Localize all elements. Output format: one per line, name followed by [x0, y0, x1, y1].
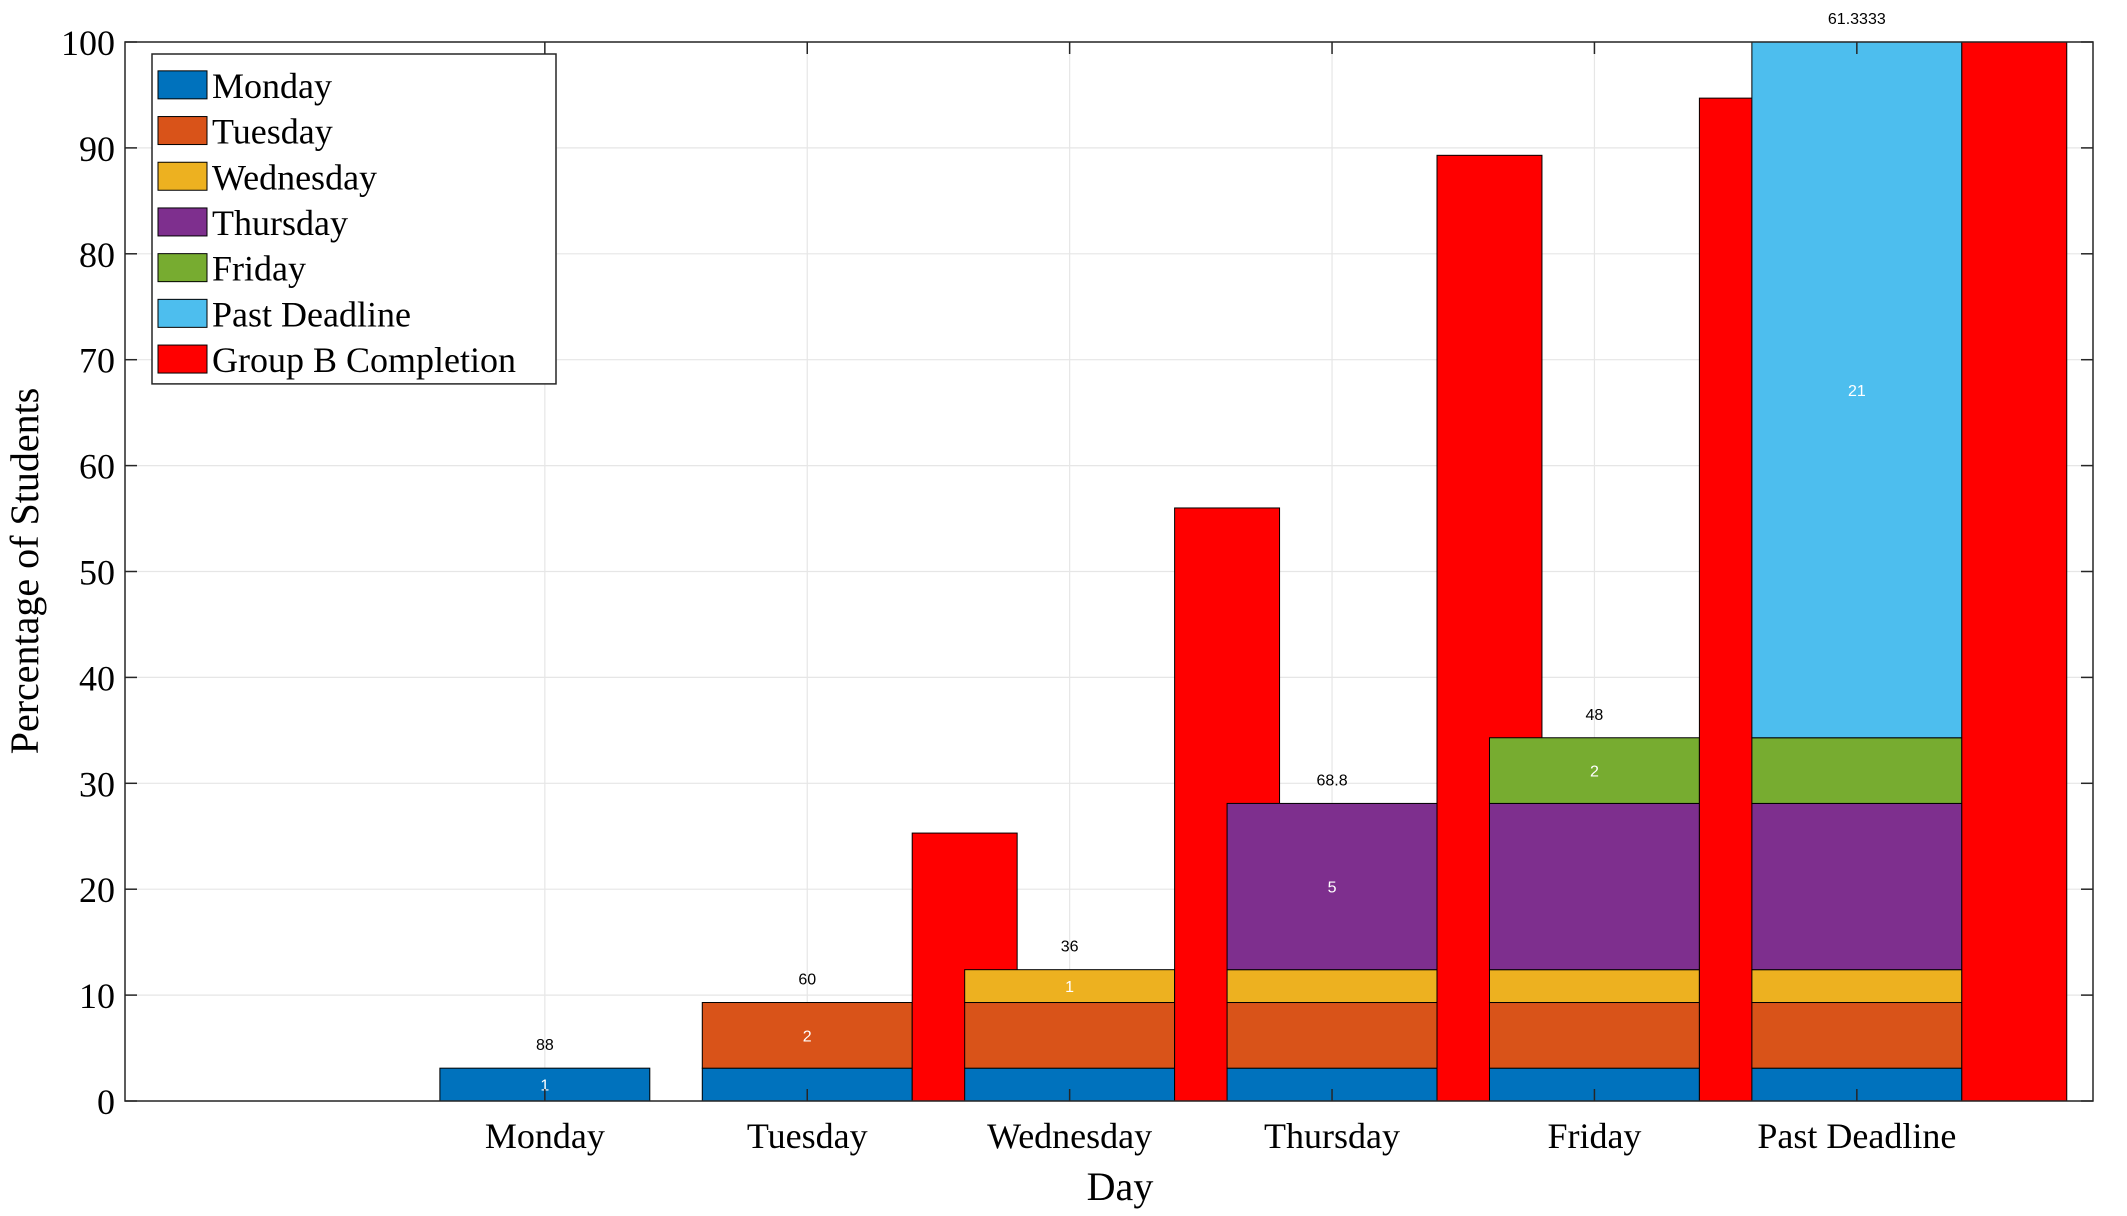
segment-count-label: 21	[1848, 383, 1866, 400]
bar-segment-friday	[1488, 737, 1700, 804]
legend: Monday Tuesday Wednesday Thursday Friday Past…	[151, 53, 557, 385]
bar-top-label: 68.8	[1316, 772, 1347, 789]
x-tick-label: Tuesday	[747, 1116, 868, 1156]
legend-entry-label: Friday	[212, 249, 306, 289]
x-axis-ticks: Monday Tuesday Wednesday Thursday Friday Past…	[485, 42, 1956, 1156]
bar-top-label: 48	[1586, 707, 1604, 724]
bar-top-label: 60	[798, 972, 816, 989]
bar-segment-tuesday	[701, 1002, 913, 1069]
legend-swatch	[157, 344, 208, 374]
x-tick-label: Friday	[1547, 1116, 1641, 1156]
y-tick-label: 0	[97, 1082, 115, 1122]
bar-segment-tuesday	[1226, 1002, 1438, 1069]
bar-segment-tuesday	[1488, 1002, 1700, 1069]
bar-top-label: 36	[1061, 939, 1079, 956]
y-tick-label: 30	[79, 764, 115, 804]
y-tick-label: 60	[79, 447, 115, 487]
x-tick-label: Past Deadline	[1757, 1116, 1956, 1156]
y-tick-label: 90	[79, 129, 115, 169]
legend-swatch	[157, 70, 208, 100]
y-tick-label: 80	[79, 235, 115, 275]
bar-segment-thursday	[1751, 802, 1963, 971]
x-tick-label: Wednesday	[987, 1116, 1152, 1156]
bar-segment-wednesday	[1226, 969, 1438, 1004]
y-axis-ticks: 0 10 20 30 40 50 60 70 80 90 100	[61, 23, 2093, 1122]
legend-box	[151, 53, 557, 385]
segment-count-label: 1	[1065, 979, 1074, 996]
x-axis-label: Day	[1087, 1164, 1154, 1209]
legend-swatch	[157, 161, 208, 191]
legend-entry-label: Wednesday	[212, 157, 377, 197]
x-tick-label: Monday	[485, 1116, 605, 1156]
legend-entry-label: Thursday	[212, 203, 348, 243]
legend-entry-label: Monday	[212, 66, 332, 106]
data-labels: 1 88 2 60 1 36 5 68.8 2 48 21 61.3333	[536, 11, 1886, 1095]
legend-entry-label: Past Deadline	[212, 294, 411, 334]
bar-segment-thursday	[1488, 802, 1700, 971]
y-tick-label: 10	[79, 976, 115, 1016]
bar-segment-wednesday	[1488, 969, 1700, 1004]
y-tick-label: 20	[79, 870, 115, 910]
bar-segment-tuesday	[964, 1002, 1176, 1069]
bar-segment-thursday	[1226, 802, 1438, 971]
segment-count-label: 2	[1590, 764, 1599, 781]
bar-top-label: 88	[536, 1037, 554, 1054]
y-tick-label: 50	[79, 553, 115, 593]
bar-segment-friday	[1751, 737, 1963, 804]
segment-count-label: 5	[1328, 880, 1337, 897]
bars	[439, 41, 2068, 1102]
legend-swatch	[157, 207, 208, 237]
legend-entry-label: Group B Completion	[212, 340, 516, 380]
legend-swatch	[157, 116, 208, 146]
bar-top-label: 61.3333	[1828, 11, 1886, 28]
group-b-completion-bar	[1961, 41, 2068, 1102]
segment-count-label: 1	[540, 1078, 549, 1095]
y-axis-label: Percentage of Students	[2, 388, 47, 755]
legend-entry-label: Tuesday	[212, 112, 333, 152]
legend-swatch	[157, 298, 208, 328]
bar-segment-past-deadline	[1751, 41, 1963, 739]
y-tick-label: 70	[79, 341, 115, 381]
bar-segment-wednesday	[1751, 969, 1963, 1004]
y-tick-label: 40	[79, 658, 115, 698]
segment-count-label: 2	[803, 1028, 812, 1045]
legend-swatch	[157, 253, 208, 283]
y-tick-label: 100	[61, 23, 115, 63]
x-tick-label: Thursday	[1264, 1116, 1400, 1156]
bar-segment-tuesday	[1751, 1002, 1963, 1069]
